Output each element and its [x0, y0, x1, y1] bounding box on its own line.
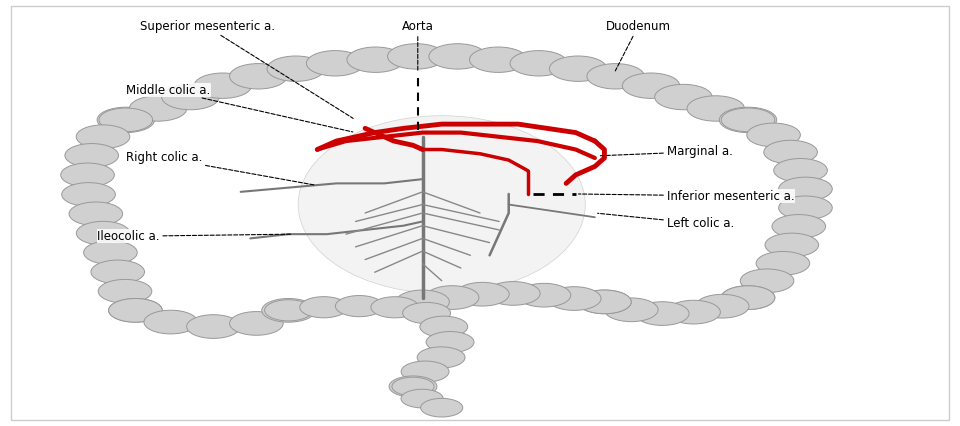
Circle shape	[401, 389, 444, 408]
Circle shape	[779, 196, 832, 220]
Text: Left colic a.: Left colic a.	[598, 213, 733, 230]
Circle shape	[388, 44, 445, 69]
Ellipse shape	[299, 115, 586, 294]
Circle shape	[764, 140, 817, 164]
Circle shape	[389, 376, 437, 397]
Text: Inferior mesenteric a.: Inferior mesenteric a.	[579, 190, 794, 203]
Circle shape	[97, 107, 155, 132]
Circle shape	[99, 108, 153, 132]
Circle shape	[747, 123, 801, 147]
Circle shape	[779, 177, 832, 201]
Circle shape	[578, 290, 632, 314]
Circle shape	[98, 279, 152, 303]
Circle shape	[396, 290, 449, 314]
Circle shape	[549, 56, 607, 81]
Circle shape	[774, 158, 828, 182]
Circle shape	[605, 298, 659, 322]
Circle shape	[429, 44, 487, 69]
Circle shape	[622, 73, 680, 98]
Circle shape	[426, 331, 474, 353]
Text: Marginal a.: Marginal a.	[600, 145, 732, 158]
Circle shape	[547, 287, 601, 311]
Circle shape	[347, 47, 404, 72]
Circle shape	[108, 299, 162, 322]
Circle shape	[77, 222, 130, 245]
Circle shape	[69, 202, 123, 226]
Circle shape	[161, 84, 219, 110]
Circle shape	[587, 63, 644, 89]
Circle shape	[655, 84, 712, 110]
Circle shape	[687, 96, 744, 121]
Circle shape	[517, 283, 571, 307]
Text: Aorta: Aorta	[402, 20, 434, 71]
Circle shape	[300, 296, 348, 318]
Circle shape	[84, 241, 137, 265]
Circle shape	[76, 125, 130, 149]
Circle shape	[144, 310, 198, 334]
Circle shape	[721, 108, 775, 132]
Circle shape	[636, 302, 689, 325]
Circle shape	[306, 51, 364, 76]
Circle shape	[469, 47, 527, 72]
Circle shape	[765, 233, 819, 257]
Circle shape	[229, 311, 283, 335]
Circle shape	[335, 296, 383, 317]
Circle shape	[186, 315, 240, 338]
Circle shape	[425, 286, 479, 309]
Circle shape	[420, 316, 468, 337]
Circle shape	[267, 56, 324, 81]
Circle shape	[371, 296, 419, 318]
Text: Ileocolic a.: Ileocolic a.	[97, 230, 291, 243]
Text: Middle colic a.: Middle colic a.	[126, 84, 353, 132]
Circle shape	[108, 299, 162, 322]
Circle shape	[756, 251, 809, 275]
Circle shape	[510, 51, 567, 76]
Circle shape	[740, 269, 794, 293]
Circle shape	[65, 144, 118, 167]
Circle shape	[130, 96, 187, 121]
Circle shape	[265, 300, 313, 321]
Circle shape	[229, 63, 287, 89]
Circle shape	[194, 73, 252, 98]
Circle shape	[418, 347, 465, 368]
Circle shape	[667, 300, 720, 324]
Circle shape	[401, 361, 449, 382]
Circle shape	[719, 107, 777, 132]
Circle shape	[91, 260, 145, 284]
Circle shape	[721, 286, 775, 310]
Circle shape	[60, 163, 114, 187]
Circle shape	[61, 183, 115, 206]
Text: Right colic a.: Right colic a.	[126, 152, 315, 185]
Text: Superior mesenteric a.: Superior mesenteric a.	[140, 20, 353, 118]
Circle shape	[456, 282, 509, 306]
Circle shape	[402, 302, 450, 324]
Circle shape	[578, 290, 632, 314]
Circle shape	[772, 215, 826, 238]
Circle shape	[262, 299, 315, 322]
Text: Duodenum: Duodenum	[606, 20, 670, 71]
Circle shape	[420, 398, 463, 417]
Circle shape	[695, 294, 749, 318]
Circle shape	[487, 282, 540, 305]
Circle shape	[721, 286, 775, 310]
Circle shape	[392, 377, 434, 396]
